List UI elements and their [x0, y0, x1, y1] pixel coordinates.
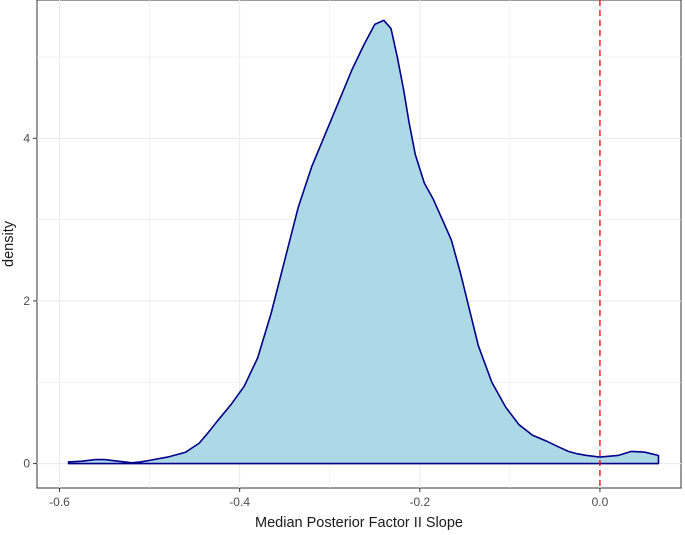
x-axis-label: Median Posterior Factor II Slope [255, 515, 463, 531]
y-axis-ticks: 0 2 4 [23, 131, 37, 471]
y-axis-label: density [1, 220, 17, 267]
x-tick-label: 0.0 [592, 495, 609, 509]
density-area [67, 19, 660, 465]
x-tick-label: -0.4 [229, 495, 250, 509]
y-tick-label: 0 [23, 457, 30, 471]
y-tick-label: 4 [23, 131, 30, 145]
y-tick-label: 2 [23, 294, 30, 308]
density-series [67, 19, 660, 465]
x-tick-label: -0.2 [409, 495, 430, 509]
x-tick-label: -0.6 [49, 495, 70, 509]
x-axis-ticks: -0.6 -0.4 -0.2 0.0 [49, 488, 609, 509]
